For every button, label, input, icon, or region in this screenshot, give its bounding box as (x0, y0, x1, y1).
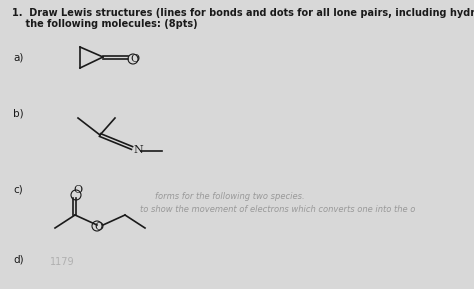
Text: a): a) (13, 52, 23, 62)
Text: d): d) (13, 255, 24, 265)
Text: c): c) (13, 185, 23, 195)
Text: forms for the following two species.: forms for the following two species. (155, 192, 305, 201)
Text: 1179: 1179 (50, 257, 74, 267)
Text: b): b) (13, 108, 24, 118)
Text: O: O (73, 185, 82, 195)
Text: N: N (133, 145, 143, 155)
Text: 1.  Draw Lewis structures (lines for bonds and dots for all lone pairs, includin: 1. Draw Lewis structures (lines for bond… (12, 8, 474, 18)
Text: the following molecules: (8pts): the following molecules: (8pts) (12, 19, 198, 29)
Text: O: O (94, 222, 103, 232)
Text: to show the movement of electrons which converts one into the o: to show the movement of electrons which … (140, 205, 415, 214)
Text: O: O (130, 54, 139, 64)
